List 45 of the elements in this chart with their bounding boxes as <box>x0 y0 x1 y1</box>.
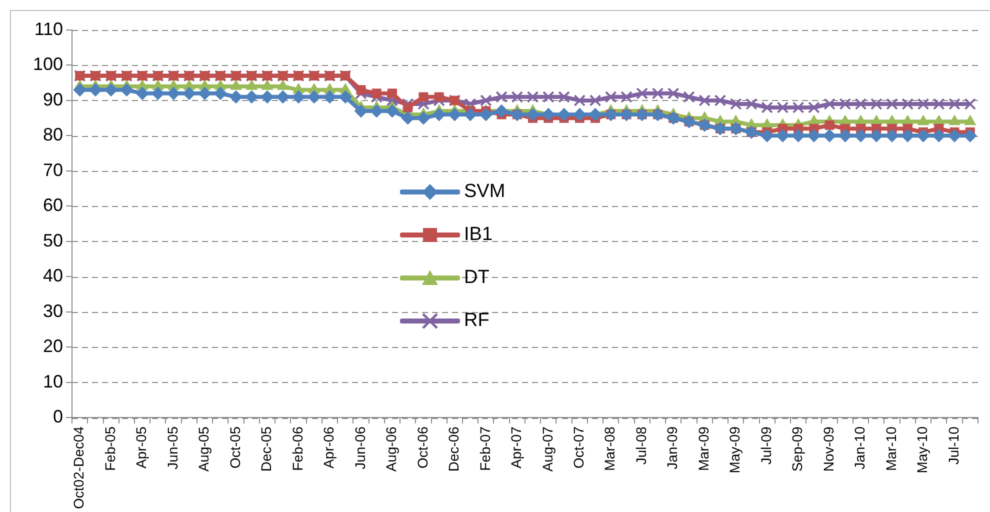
x-tick-label: Jan-10 <box>852 426 868 470</box>
y-tick-label: 110 <box>34 18 64 39</box>
x-tick-label: Mar-10 <box>882 426 899 471</box>
x-tick-label: Aug-05 <box>196 426 212 472</box>
y-tick-label: 30 <box>43 300 64 321</box>
y-tick-label: 10 <box>43 371 64 392</box>
x-tick-label: Mar-09 <box>695 426 712 471</box>
x-tick-label: Jun-06 <box>352 426 368 470</box>
x-tick-label: Apr-05 <box>133 426 150 469</box>
legend-label: RF <box>464 310 490 332</box>
y-tick-label: 50 <box>43 230 64 250</box>
legend-label: IB1 <box>464 224 493 246</box>
x-tick-label: Feb-05 <box>102 426 118 471</box>
x-tick-label: Oct-05 <box>226 426 243 469</box>
x-tick-label: Oct-06 <box>414 426 430 469</box>
x-tick-label: Apr-07 <box>508 426 524 469</box>
x-tick-label: Feb-06 <box>289 426 306 471</box>
x-tick-label: Nov-09 <box>820 426 836 472</box>
x-tick-label: Apr-06 <box>320 426 337 469</box>
x-tick-label: Jul-08 <box>632 426 649 465</box>
x-tick-label: Aug-06 <box>383 426 400 472</box>
x-tick-label: Oct-07 <box>570 426 587 469</box>
x-tick-label: Jul-09 <box>758 426 774 465</box>
legend-label: DT <box>464 266 490 288</box>
legend-label: SVM <box>464 180 506 202</box>
y-tick-label: 100 <box>32 54 64 74</box>
x-tick-label: Sep-09 <box>789 426 806 472</box>
y-tick-label: 0 <box>53 406 64 426</box>
x-tick-label: Jan-09 <box>664 426 680 470</box>
x-tick-label: Jun-05 <box>164 426 180 470</box>
y-tick-label: 20 <box>43 336 64 356</box>
x-tick-label: Mar-08 <box>602 426 618 471</box>
x-tick-label: Oct02-Dec04 <box>70 426 87 509</box>
x-tick-label: Aug-07 <box>539 426 556 472</box>
x-tick-label: Jul-10 <box>945 426 962 465</box>
x-tick-label: Feb-07 <box>476 426 493 471</box>
y-tick-label: 40 <box>43 266 64 286</box>
y-tick-label: 70 <box>43 160 64 180</box>
y-tick-label: 60 <box>43 195 64 216</box>
x-tick-label: May-09 <box>726 426 743 474</box>
x-tick-label: Dec-05 <box>258 426 274 472</box>
x-tick-label: May-10 <box>914 426 930 474</box>
y-tick-label: 80 <box>43 124 64 145</box>
y-tick-label: 90 <box>43 89 64 110</box>
x-tick-label: Dec-06 <box>446 426 462 472</box>
